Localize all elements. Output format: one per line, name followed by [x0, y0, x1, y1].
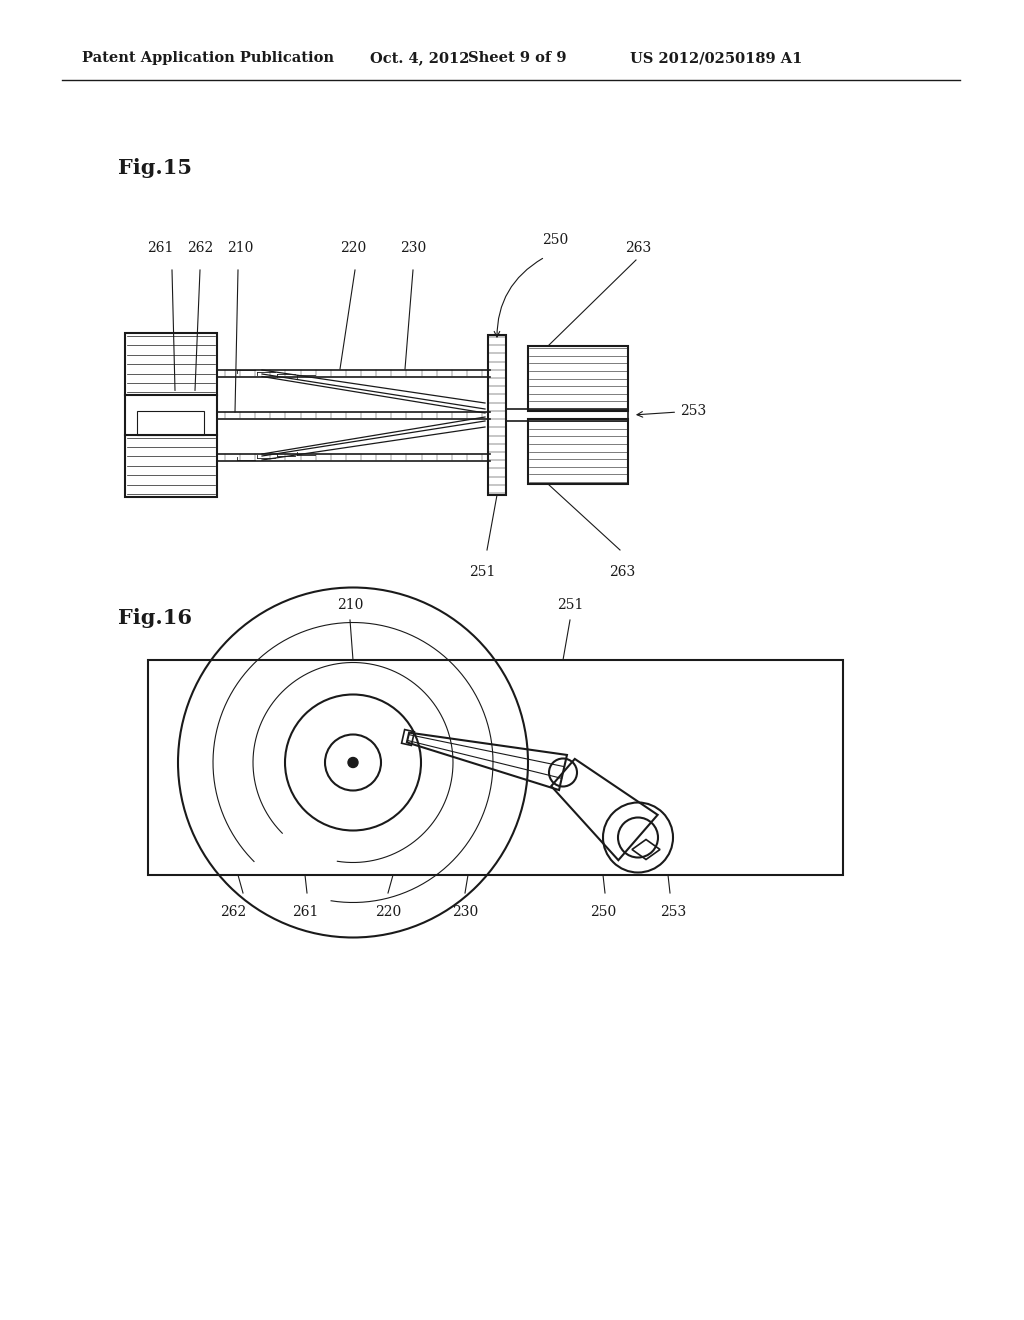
Text: 263: 263 [609, 565, 635, 579]
Bar [528, 346, 628, 411]
Text: 253: 253 [659, 906, 686, 919]
Text: 263: 263 [625, 242, 651, 255]
Bar [148, 660, 843, 875]
Text: 251: 251 [469, 565, 496, 579]
Text: 220: 220 [375, 906, 401, 919]
Text: Fig.15: Fig.15 [118, 158, 193, 178]
Text: 261: 261 [146, 242, 173, 255]
Text: US 2012/0250189 A1: US 2012/0250189 A1 [630, 51, 803, 65]
Bar [506, 409, 628, 421]
Text: 220: 220 [340, 242, 367, 255]
Text: Oct. 4, 2012: Oct. 4, 2012 [370, 51, 469, 65]
Bar [125, 333, 217, 498]
Text: 210: 210 [337, 598, 364, 612]
Text: 250: 250 [542, 234, 568, 247]
Text: 250: 250 [590, 906, 616, 919]
Text: 253: 253 [637, 404, 707, 418]
Text: 251: 251 [557, 598, 584, 612]
Text: Fig.16: Fig.16 [118, 609, 193, 628]
Text: 262: 262 [186, 242, 213, 255]
Bar [488, 335, 506, 495]
Text: Sheet 9 of 9: Sheet 9 of 9 [468, 51, 566, 65]
Bar [528, 418, 628, 484]
Text: 262: 262 [220, 906, 246, 919]
Text: 230: 230 [400, 242, 426, 255]
Text: Patent Application Publication: Patent Application Publication [82, 51, 334, 65]
Text: 261: 261 [292, 906, 318, 919]
Text: 210: 210 [226, 242, 253, 255]
Text: 230: 230 [452, 906, 478, 919]
Circle shape [348, 758, 358, 767]
Bar [137, 411, 204, 434]
